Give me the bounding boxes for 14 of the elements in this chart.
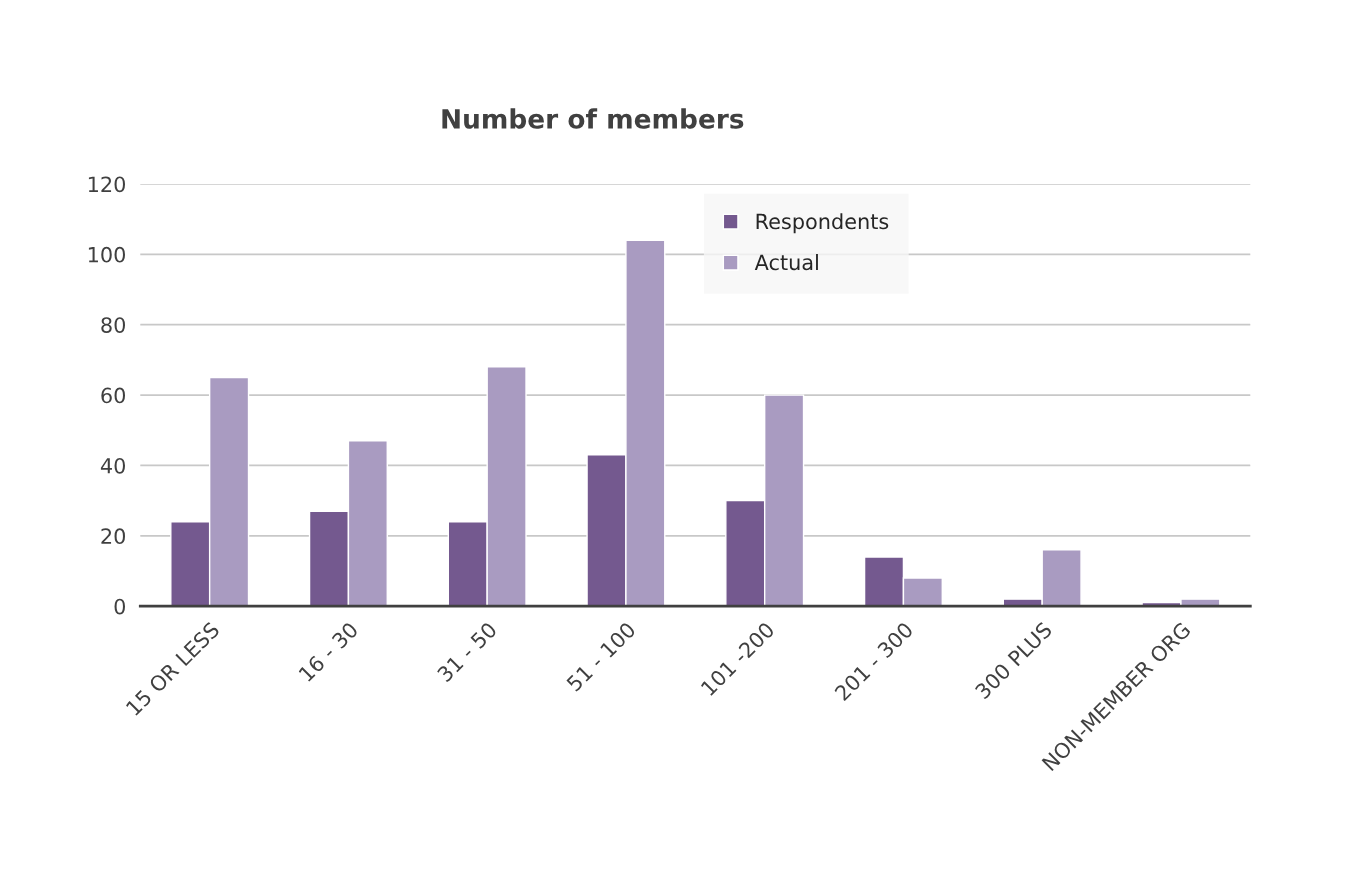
x-tick-label: 201 - 300 [833,621,914,702]
x-tick-label: 51 - 100 [565,621,637,692]
y-tick-label: 60 [101,387,126,404]
chart-title: Number of members [442,108,744,129]
x-tick-label: 31 - 50 [436,621,498,683]
y-tick-label: 80 [101,317,126,333]
y-tick-label: 20 [101,528,126,545]
x-tick-label: 16 - 30 [298,621,359,683]
legend-label: Actual [754,254,818,271]
legend-label: Respondents [756,213,889,234]
y-tick-label: 120 [88,176,126,193]
y-tick-label: 0 [114,598,126,615]
y-tick-label: 100 [88,246,126,263]
y-tick-label: 40 [100,457,126,474]
